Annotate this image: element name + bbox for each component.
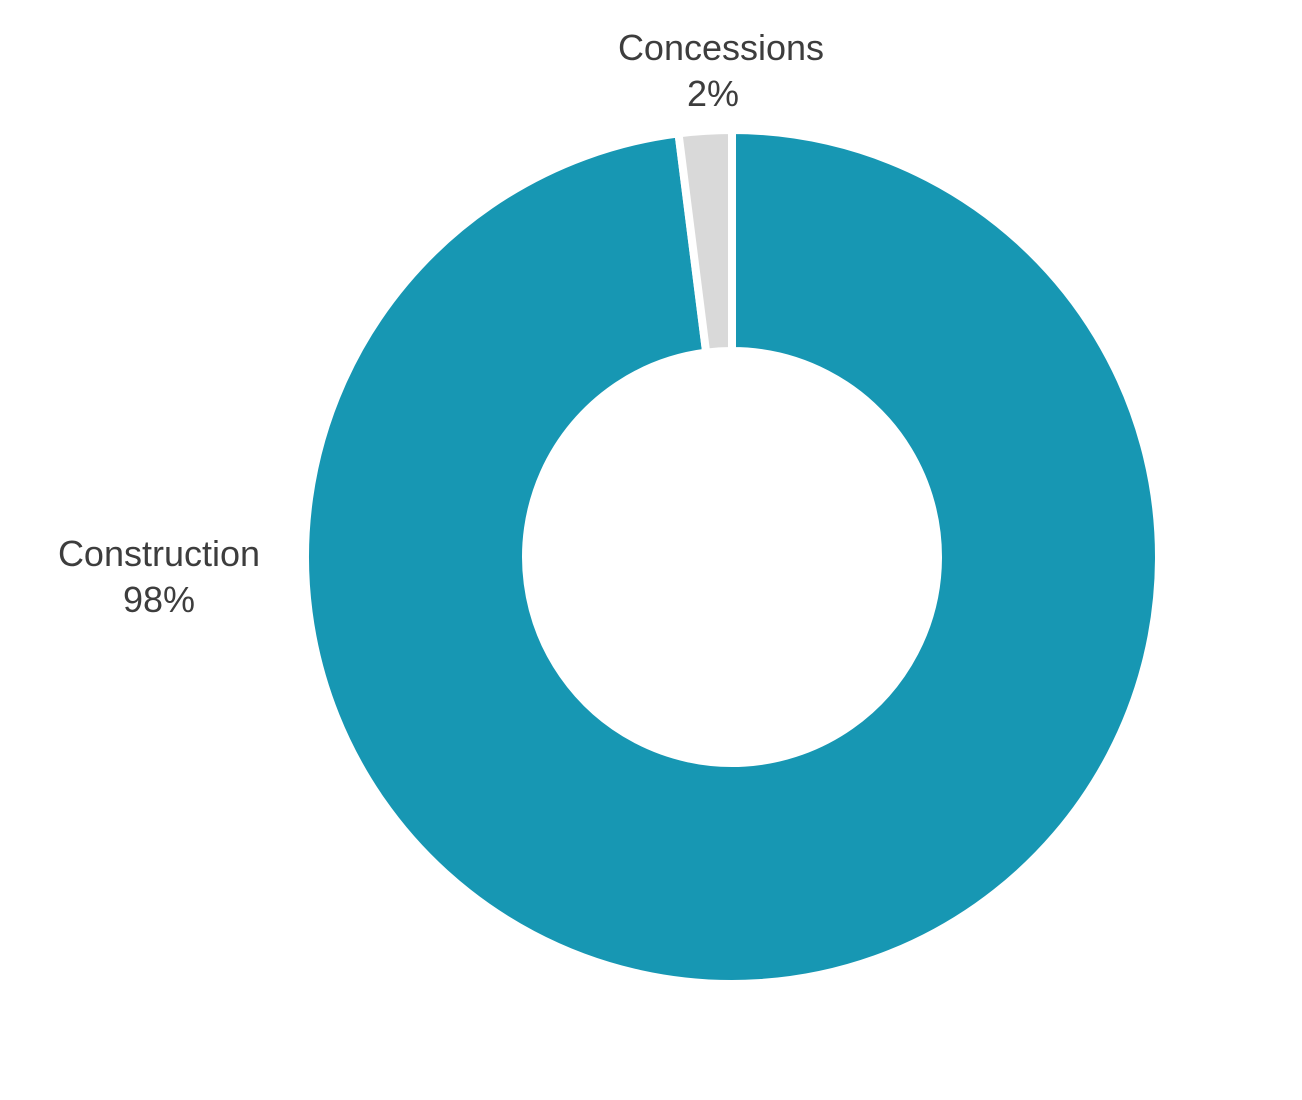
slice-construction	[301, 125, 1163, 988]
label-construction: Construction	[58, 533, 260, 574]
slices-group	[301, 125, 1163, 988]
value-concessions: 2%	[687, 73, 739, 114]
label-concessions: Concessions	[618, 27, 824, 68]
slice-concessions	[674, 125, 736, 358]
value-construction: 98%	[123, 579, 195, 620]
